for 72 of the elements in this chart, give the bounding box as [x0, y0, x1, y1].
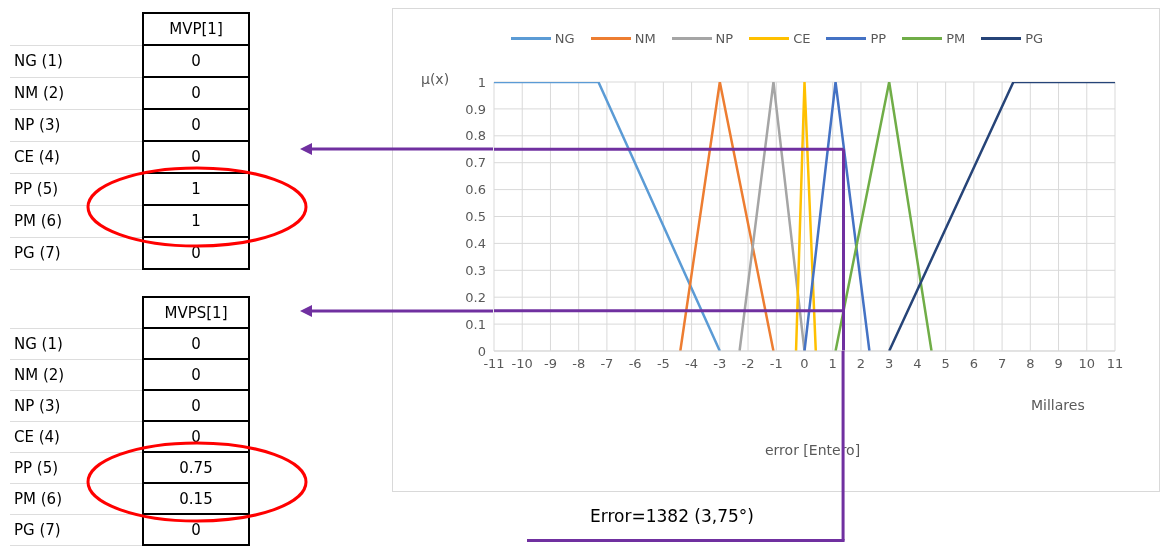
y-tick-label: 0: [477, 343, 486, 359]
y-tick-label: NG (1): [10, 45, 143, 77]
y-tick-label: PM (6): [10, 205, 143, 237]
legend-label: PP: [869, 31, 887, 46]
legend-label: PG: [1024, 31, 1044, 46]
y-tick-label: NM (2): [10, 359, 143, 390]
data-label: 0: [143, 421, 249, 452]
y-tick-label: 0.6: [465, 182, 486, 198]
x-tick-label: -2: [741, 356, 755, 372]
x-tick-label: 10: [1078, 356, 1096, 372]
x-tick-label: MVP[1]: [143, 13, 249, 45]
y-tick-label: NG (1): [10, 328, 143, 359]
y-tick-label: CE (4): [10, 141, 143, 173]
x-tick-label: 5: [941, 356, 950, 372]
x-tick-label: 2: [856, 356, 866, 372]
data-label: 1: [143, 205, 249, 237]
x-tick-label: 11: [1106, 356, 1124, 372]
y-tick-label: CE (4): [10, 421, 143, 452]
y-tick-label: 0.5: [465, 209, 486, 225]
text: Error=1382 (3,75°): [590, 506, 754, 526]
x-tick-label: -9: [543, 356, 557, 372]
y-tick-label: 0.3: [465, 262, 486, 278]
y-tick-label: NP (3): [10, 109, 143, 141]
text: Millares: [1031, 397, 1085, 413]
y-tick-label: 0.7: [465, 155, 486, 171]
y-tick-label: NP (3): [10, 390, 143, 421]
x-tick-label: -6: [628, 356, 642, 372]
y-tick-label: 0.9: [465, 101, 486, 117]
x-tick-label: 3: [885, 356, 894, 372]
data-label: 1: [143, 173, 249, 205]
x-tick-label: -10: [511, 356, 533, 372]
data-label: 0: [143, 141, 249, 173]
y-tick-label: 0.4: [465, 236, 486, 252]
y-tick-label: PG (7): [10, 514, 143, 545]
x-tick-label: -4: [685, 356, 699, 372]
x-tick-label: 8: [1026, 356, 1035, 372]
data-label: 0: [143, 390, 249, 421]
y-tick-label: PP (5): [10, 173, 143, 205]
y-axis-title: μ(x): [421, 71, 450, 87]
data-label: 0: [143, 45, 249, 77]
legend-label: PM: [945, 31, 966, 46]
y-tick-label: PM (6): [10, 483, 143, 514]
x-tick-label: -7: [600, 356, 614, 372]
x-tick-label: -11: [483, 356, 505, 372]
x-tick-label: 4: [913, 356, 922, 372]
y-tick-label: 0.1: [465, 316, 486, 332]
x-tick-label: 6: [969, 356, 978, 372]
x-tick-label: 7: [997, 356, 1007, 372]
y-tick-label: PP (5): [10, 452, 143, 483]
y-tick-label: 1: [477, 74, 486, 90]
x-tick-label: -1: [769, 356, 783, 372]
x-tick-label: -3: [713, 356, 727, 372]
x-tick-label: -8: [572, 356, 586, 372]
y-tick-label: NM (2): [10, 77, 143, 109]
data-label: 0.15: [143, 483, 249, 514]
data-label: 0: [143, 109, 249, 141]
x-tick-label: -5: [656, 356, 670, 372]
y-tick-label: 0.2: [465, 289, 486, 305]
y-tick-label: 0.8: [465, 128, 486, 144]
y-tick-label: PG (7): [10, 237, 143, 269]
x-tick-label: 1: [828, 356, 837, 372]
x-tick-label: 9: [1054, 356, 1063, 372]
legend-label: NG: [553, 31, 575, 46]
x-tick-label: 0: [800, 356, 809, 372]
data-label: 0: [143, 237, 249, 269]
data-label: 0.75: [143, 452, 249, 483]
data-label: 0: [143, 514, 249, 545]
x-tick-label: MVPS[1]: [143, 297, 249, 328]
legend-label: NM: [633, 31, 656, 46]
legend-label: CE: [792, 31, 811, 46]
legend-label: NP: [714, 31, 734, 46]
data-label: 0: [143, 77, 249, 109]
